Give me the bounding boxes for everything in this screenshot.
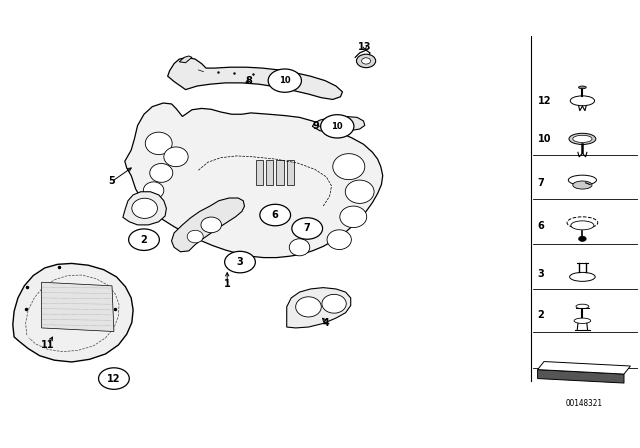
- Ellipse shape: [570, 272, 595, 281]
- Polygon shape: [42, 282, 114, 332]
- Text: 7: 7: [538, 178, 545, 188]
- Text: 4: 4: [323, 318, 330, 327]
- Text: 7: 7: [304, 224, 310, 233]
- Text: 11: 11: [41, 340, 55, 350]
- Polygon shape: [312, 116, 365, 132]
- Polygon shape: [538, 362, 630, 374]
- Ellipse shape: [327, 230, 351, 250]
- Circle shape: [579, 236, 586, 241]
- Text: 3: 3: [538, 269, 545, 279]
- Circle shape: [99, 368, 129, 389]
- Bar: [287, 160, 294, 185]
- Ellipse shape: [567, 217, 598, 228]
- Circle shape: [129, 229, 159, 250]
- Circle shape: [260, 204, 291, 226]
- Ellipse shape: [145, 132, 172, 155]
- Polygon shape: [287, 288, 351, 328]
- Circle shape: [356, 54, 376, 68]
- Ellipse shape: [346, 180, 374, 203]
- Ellipse shape: [333, 154, 365, 180]
- Circle shape: [292, 218, 323, 239]
- Text: 2: 2: [538, 310, 545, 320]
- Text: 6: 6: [272, 210, 278, 220]
- Polygon shape: [179, 56, 192, 63]
- Text: 5: 5: [109, 177, 115, 186]
- Text: OO148321: OO148321: [565, 399, 602, 408]
- Ellipse shape: [201, 217, 221, 233]
- Polygon shape: [13, 263, 133, 362]
- Ellipse shape: [569, 134, 596, 145]
- Polygon shape: [125, 103, 383, 258]
- Circle shape: [362, 58, 371, 64]
- Text: 12: 12: [107, 374, 121, 383]
- Text: 2: 2: [141, 235, 147, 245]
- Ellipse shape: [187, 230, 204, 243]
- Ellipse shape: [132, 198, 157, 219]
- Text: 10: 10: [538, 134, 551, 144]
- Ellipse shape: [573, 181, 592, 189]
- Text: 12: 12: [538, 96, 551, 106]
- Polygon shape: [538, 370, 624, 383]
- Bar: [256, 160, 263, 185]
- Ellipse shape: [576, 304, 589, 309]
- Ellipse shape: [296, 297, 321, 317]
- Text: 9: 9: [313, 121, 319, 131]
- Ellipse shape: [164, 147, 188, 167]
- Bar: [276, 160, 284, 185]
- Ellipse shape: [570, 96, 595, 106]
- Text: 10: 10: [279, 76, 291, 85]
- Text: 8: 8: [245, 76, 252, 86]
- Text: 3: 3: [237, 257, 243, 267]
- Polygon shape: [168, 57, 342, 99]
- Text: 1: 1: [224, 280, 230, 289]
- Ellipse shape: [340, 206, 367, 228]
- Ellipse shape: [571, 221, 594, 230]
- Text: 13: 13: [358, 42, 372, 52]
- Polygon shape: [172, 198, 244, 252]
- Ellipse shape: [143, 182, 164, 199]
- Text: 10: 10: [332, 122, 343, 131]
- Ellipse shape: [322, 294, 346, 313]
- Ellipse shape: [573, 135, 592, 142]
- Circle shape: [321, 115, 354, 138]
- Polygon shape: [123, 192, 166, 225]
- Text: 6: 6: [538, 221, 545, 231]
- Ellipse shape: [574, 318, 591, 323]
- Circle shape: [268, 69, 301, 92]
- Ellipse shape: [150, 164, 173, 182]
- Circle shape: [225, 251, 255, 273]
- Bar: [266, 160, 273, 185]
- Ellipse shape: [579, 86, 586, 89]
- Ellipse shape: [289, 239, 310, 256]
- Ellipse shape: [568, 175, 596, 185]
